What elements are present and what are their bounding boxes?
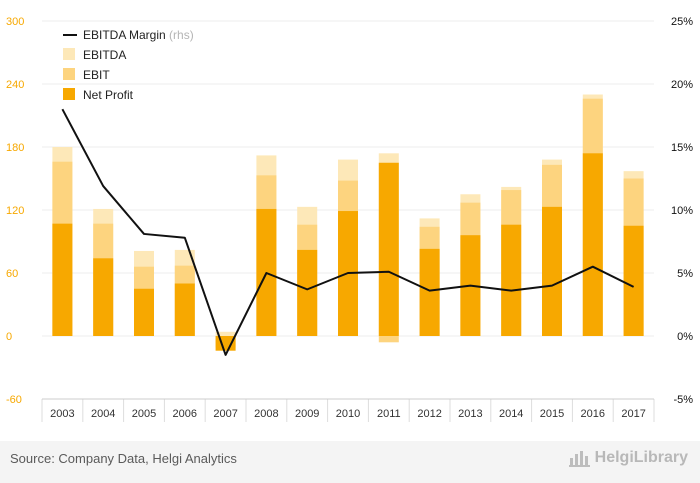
- x-tick-label: 2016: [581, 408, 605, 420]
- bar-net-profit: [623, 225, 644, 336]
- legend-label-ebit: EBIT: [83, 68, 110, 82]
- x-tick-label: 2004: [91, 408, 115, 420]
- x-tick-label: 2011: [377, 408, 401, 420]
- bar-net-profit: [174, 283, 195, 336]
- bar-net-profit: [297, 249, 318, 336]
- y-left-tick-label: 0: [6, 331, 12, 343]
- y-right-tick-label: 0%: [677, 331, 693, 343]
- bar-net-profit: [52, 223, 73, 336]
- y-left-tick-label: 300: [6, 16, 24, 28]
- bar-net-profit: [378, 162, 399, 336]
- y-left-tick-label: 120: [6, 205, 24, 217]
- combo-chart: 300 240 180 120 60 0 -60 25% 20% 15% 10% 5% 0% -5% 200…: [6, 16, 693, 422]
- source-note: Source: Company Data, Helgi Analytics: [10, 451, 237, 466]
- y-right-tick-label: 5%: [677, 268, 693, 280]
- bar-net-profit: [93, 258, 114, 336]
- bar-net-profit: [419, 248, 440, 336]
- bar-net-profit: [134, 288, 154, 336]
- y-right-tick-label: 25%: [671, 16, 693, 28]
- x-tick-label: 2010: [336, 408, 360, 420]
- bar-ebitda: [215, 331, 236, 336]
- bar-net-profit: [582, 153, 603, 336]
- y-left-tick-label: -60: [6, 394, 22, 406]
- bar-net-profit: [501, 224, 522, 336]
- x-tick-label: 2005: [132, 408, 156, 420]
- legend-swatch-ebit: [63, 68, 75, 80]
- x-tick-label: 2008: [254, 408, 278, 420]
- y-right-tick-label: 15%: [671, 142, 693, 154]
- x-tick-label: 2017: [621, 408, 645, 420]
- x-tick-label: 2013: [458, 408, 482, 420]
- y-left-tick-label: 60: [6, 268, 18, 280]
- legend-rhs-suffix: (rhs): [169, 28, 194, 42]
- x-tick-label: 2006: [173, 408, 197, 420]
- legend-swatch-ebitda: [63, 48, 75, 60]
- x-tick-label: 2003: [50, 408, 74, 420]
- margin-line-layer: [61, 108, 635, 356]
- bar-net-profit: [215, 336, 236, 351]
- y-right-tick-label: 10%: [671, 205, 693, 217]
- y-left-tick-label: 180: [6, 142, 24, 154]
- legend-label-ebitda: EBITDA: [83, 48, 126, 62]
- x-tick-label: 2007: [213, 408, 237, 420]
- bars: [52, 94, 644, 351]
- legend-label-ebitda-margin: EBITDA Margin (rhs): [83, 28, 194, 42]
- x-tick-label: 2015: [540, 408, 564, 420]
- y-right-tick-label: 20%: [671, 79, 693, 91]
- legend-label-net-profit: Net Profit: [83, 88, 134, 102]
- bar-net-profit: [542, 206, 562, 336]
- y-left-tick-label: 240: [6, 79, 24, 91]
- x-tick-label: 2014: [499, 408, 523, 420]
- bar-chart-logo-icon: [568, 451, 590, 467]
- bar-ebit: [378, 336, 399, 343]
- axes: 300 240 180 120 60 0 -60 25% 20% 15% 10% 5% 0% -5% 200…: [6, 16, 693, 420]
- x-tick-label: 2009: [295, 408, 319, 420]
- line-ebitda-margin: [61, 108, 635, 356]
- helgi-library-logo: HelgiLibrary: [568, 449, 688, 467]
- legend-swatch-net-profit: [63, 88, 75, 100]
- footer: Source: Company Data, Helgi Analytics He…: [0, 441, 700, 483]
- y-right-tick-label: -5%: [673, 394, 693, 406]
- logo-text: HelgiLibrary: [594, 449, 688, 466]
- x-tick-label: 2012: [417, 408, 441, 420]
- legend: EBITDA Margin (rhs) EBITDA EBIT Net Profit: [63, 28, 194, 102]
